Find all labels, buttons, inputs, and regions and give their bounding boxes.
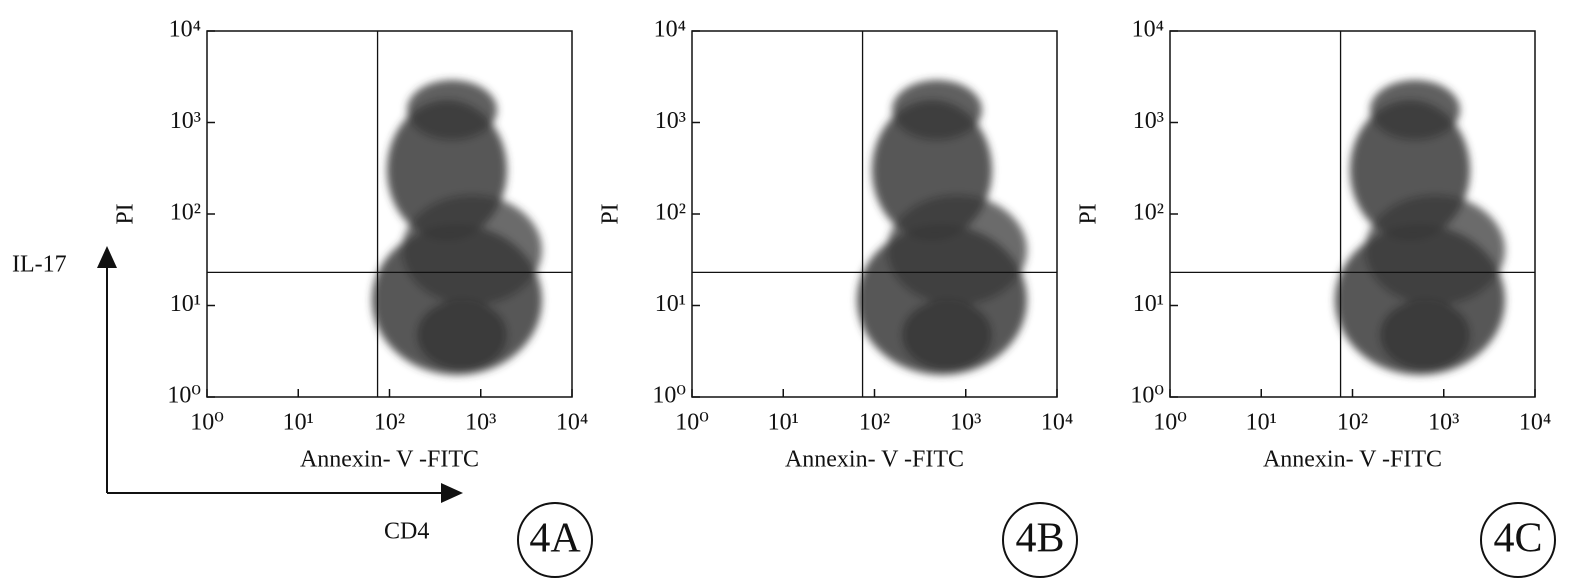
y-tick-label: 10⁰ (652, 383, 686, 409)
y-tick-label: 10¹ (170, 291, 201, 317)
x-tick-label: 10² (1337, 410, 1368, 436)
y-tick-label: 10² (1133, 200, 1164, 226)
cloud-blob (1380, 300, 1470, 370)
cloud-blob (1365, 195, 1505, 305)
cloud-blob (887, 195, 1027, 305)
cell-cloud (1335, 80, 1505, 375)
cell-cloud (372, 80, 542, 375)
x-tick-label: 10⁰ (675, 410, 709, 436)
x-tick-label: 10⁴ (1519, 410, 1551, 436)
panel-label-circle (1480, 502, 1556, 578)
cloud-blob (902, 300, 992, 370)
cloud-blob (1370, 80, 1460, 140)
panel-label-circle (1002, 502, 1078, 578)
panel-label: 4A (529, 516, 581, 562)
y-arrow-head (97, 246, 117, 268)
y-tick-label: 10¹ (1133, 291, 1164, 317)
cell-cloud (857, 80, 1027, 375)
x-tick-label: 10³ (1428, 410, 1459, 436)
y-tick-label: 10⁰ (1130, 383, 1164, 409)
x-tick-label: 10¹ (283, 410, 314, 436)
y-arrow-label: IL-17 (12, 252, 67, 278)
y-tick-label: 10⁰ (167, 383, 201, 409)
x-tick-label: 10⁴ (1041, 410, 1073, 436)
x-tick-label: 10⁴ (556, 410, 588, 436)
y-tick-label: 10³ (655, 108, 686, 134)
cloud-blob (892, 80, 982, 140)
x-axis-label: Annexin- V -FITC (300, 447, 479, 473)
y-axis-label: PI (598, 203, 624, 224)
y-tick-label: 10¹ (655, 291, 686, 317)
x-arrow-head (441, 483, 463, 503)
cloud-blob (417, 300, 507, 370)
x-axis-label: Annexin- V -FITC (1263, 447, 1442, 473)
y-tick-label: 10⁴ (1132, 17, 1164, 43)
x-tick-label: 10² (859, 410, 890, 436)
cloud-blob (407, 80, 497, 140)
x-tick-label: 10³ (950, 410, 981, 436)
y-tick-label: 10³ (170, 108, 201, 134)
x-axis-label: Annexin- V -FITC (785, 447, 964, 473)
y-tick-label: 10³ (1133, 108, 1164, 134)
panel-label: 4C (1493, 516, 1542, 562)
y-tick-label: 10⁴ (654, 17, 686, 43)
y-axis-label: PI (1076, 203, 1102, 224)
y-axis-label: PI (113, 203, 139, 224)
x-tick-label: 10¹ (768, 410, 799, 436)
x-tick-label: 10⁰ (1153, 410, 1187, 436)
panel-label: 4B (1015, 516, 1064, 562)
cloud-blob (402, 195, 542, 305)
y-tick-label: 10⁴ (169, 17, 201, 43)
x-tick-label: 10¹ (1246, 410, 1277, 436)
x-tick-label: 10² (374, 410, 405, 436)
x-tick-label: 10³ (465, 410, 496, 436)
y-tick-label: 10² (170, 200, 201, 226)
x-arrow-label: CD4 (384, 519, 429, 545)
y-tick-label: 10² (655, 200, 686, 226)
x-tick-label: 10⁰ (190, 410, 224, 436)
panel-label-circle (517, 502, 593, 578)
